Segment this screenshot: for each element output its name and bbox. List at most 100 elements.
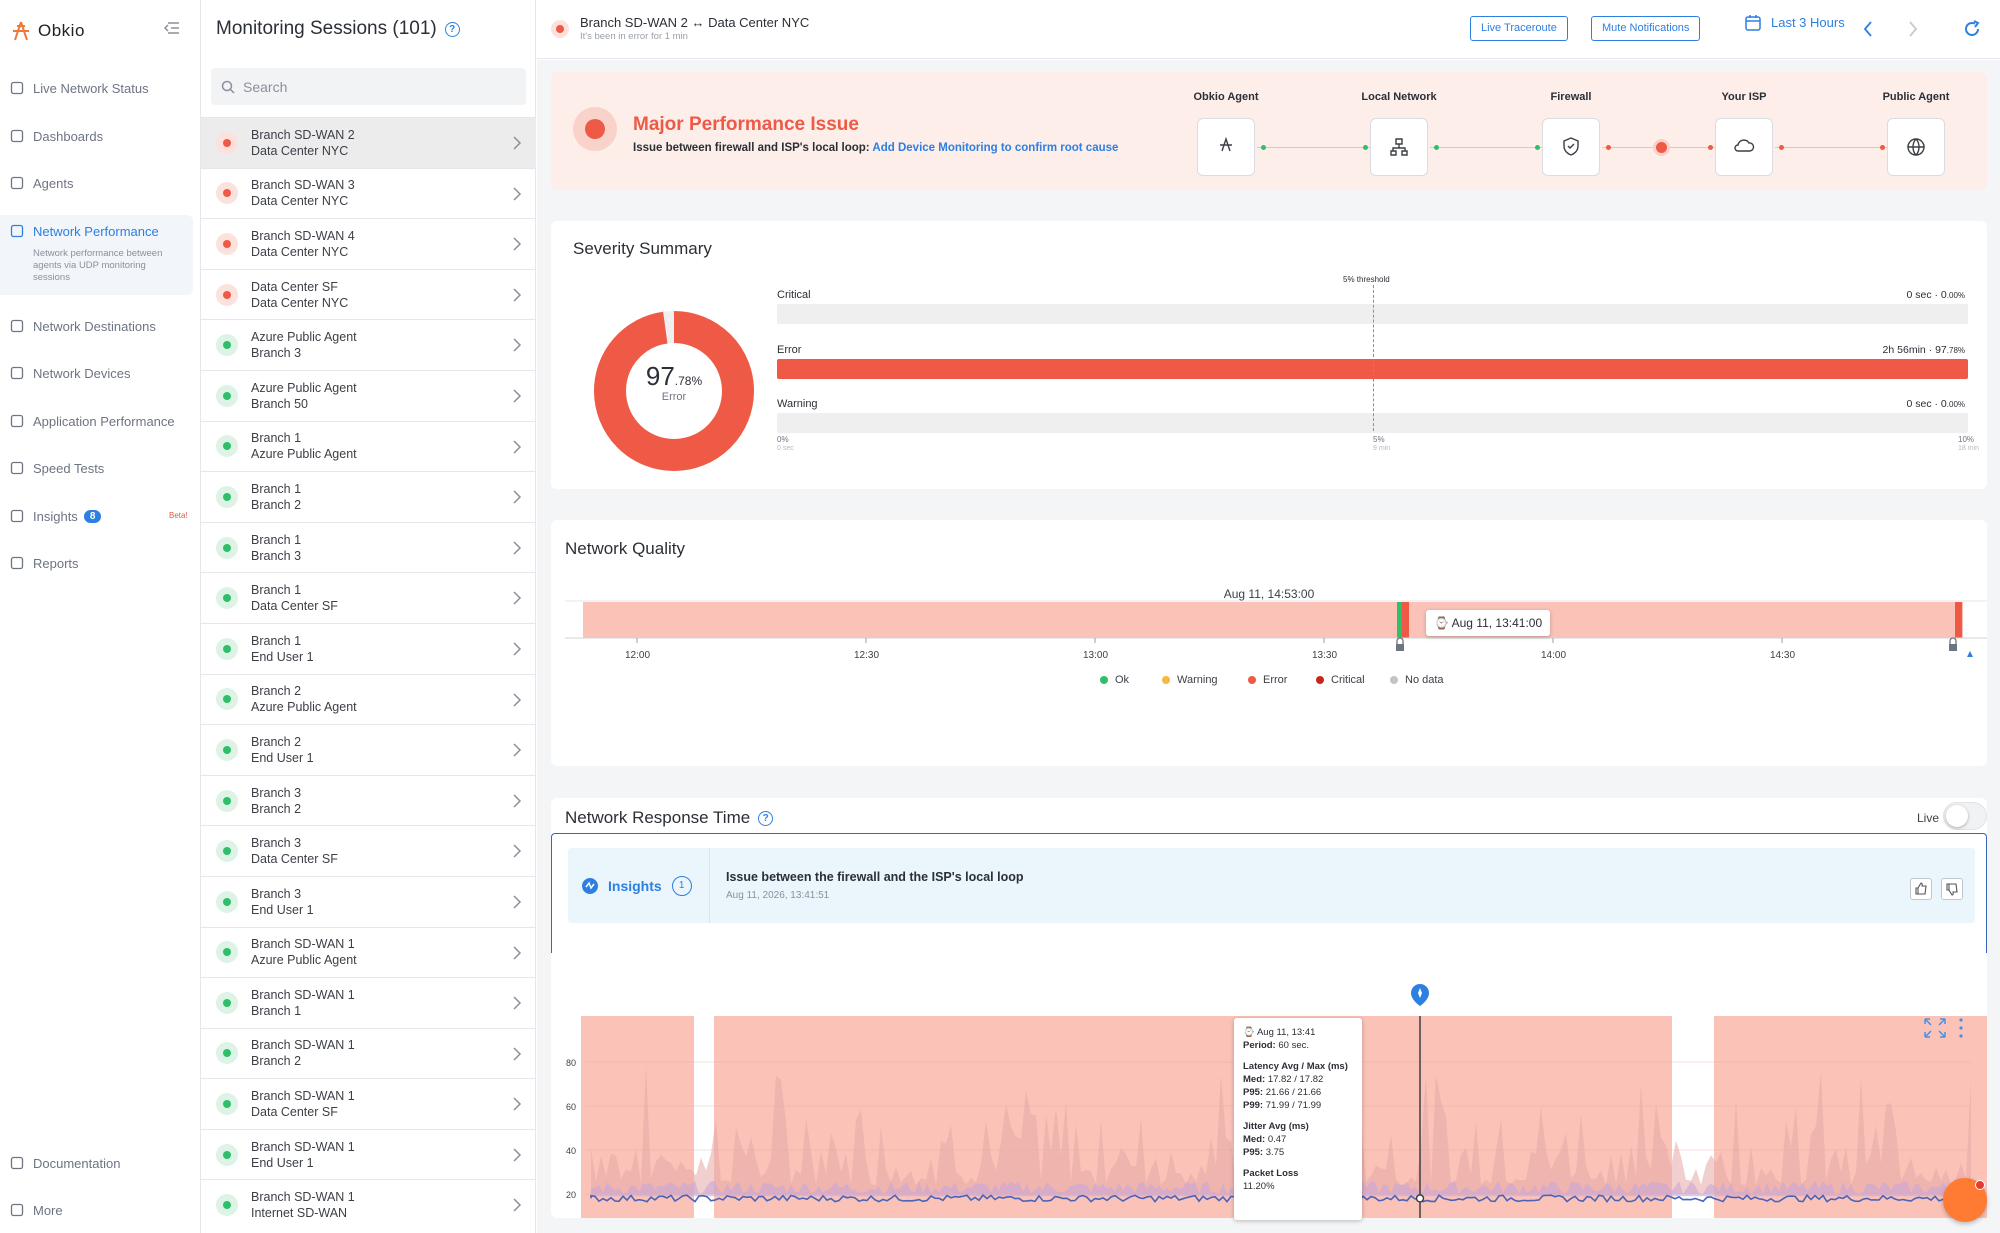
path-node-local-network[interactable] (1370, 118, 1428, 176)
nav-item-documentation[interactable]: Documentation (0, 1149, 201, 1177)
session-row[interactable]: Branch 3 End User 1 (201, 875, 536, 927)
collapse-menu-icon[interactable] (163, 20, 181, 36)
mute-notifications-button[interactable]: Mute Notifications (1591, 16, 1701, 41)
main-content: Major Performance Issue Issue between fi… (537, 60, 2000, 1233)
add-device-monitoring-link[interactable]: Add Device Monitoring to confirm root ca… (872, 142, 1119, 154)
refresh-icon[interactable] (1962, 19, 1982, 39)
p95-value: 21.66 / 21.66 (1265, 1087, 1322, 1098)
legend-item[interactable]: Warning (1162, 674, 1218, 686)
session-row[interactable]: Branch 1 Data Center SF (201, 572, 536, 623)
chevron-right-icon (513, 1097, 522, 1111)
path-node-label: Obkio Agent (1193, 91, 1259, 103)
legend-item[interactable]: Critical (1316, 674, 1365, 686)
threshold-line (1373, 285, 1374, 431)
nav-item-agents[interactable]: Agents (0, 169, 201, 197)
live-toggle[interactable] (1943, 802, 1987, 830)
nav-item-insights[interactable]: Insights 8 (0, 502, 201, 530)
legend-swatch (1248, 676, 1256, 684)
path-dot (1779, 145, 1784, 150)
session-row-text: Branch 3 Branch 2 (251, 785, 301, 817)
session-row[interactable]: Branch 2 Azure Public Agent (201, 673, 536, 725)
session-row[interactable]: Branch SD-WAN 1 Internet SD-WAN (201, 1179, 536, 1230)
chevron-right-icon[interactable] (1907, 20, 1919, 38)
session-source: Branch SD-WAN 1 (251, 937, 355, 952)
session-row[interactable]: Azure Public Agent Branch 50 (201, 369, 536, 421)
lock-icon[interactable] (1396, 644, 1404, 651)
session-row[interactable]: Branch 1 Branch 3 (201, 521, 536, 573)
live-traceroute-button[interactable]: Live Traceroute (1470, 16, 1568, 41)
session-row[interactable]: Branch SD-WAN 1 Azure Public Agent (201, 926, 536, 978)
nav-item-label: Network Destinations (33, 318, 156, 334)
insights-count-badge: 1 (671, 875, 692, 896)
legend-item[interactable]: Ok (1100, 674, 1129, 686)
nav-item-application-performance[interactable]: Application Performance (0, 407, 201, 435)
session-row-text: Data Center SF Data Center NYC (251, 279, 348, 311)
status-ok-icon (216, 536, 238, 559)
network-quality-timeline[interactable]: 12:00 12:30 13:00 13:30 14:00 14:30 (551, 520, 1987, 766)
chevron-left-icon[interactable] (1862, 20, 1874, 38)
insight-item[interactable]: Insights 1 Issue between the firewall an… (568, 848, 1975, 923)
timeline-error-band (583, 602, 1963, 638)
issue-title: Major Performance Issue (633, 114, 859, 135)
chevron-right-icon (513, 490, 522, 504)
session-destination: Branch 3 (251, 346, 302, 361)
legend-item[interactable]: No data (1390, 674, 1444, 686)
insights-icon (582, 877, 598, 894)
session-row[interactable]: Branch SD-WAN 1 Data Center SF (201, 1078, 536, 1129)
nav-item-dashboards[interactable]: Dashboards (0, 122, 201, 150)
nav-item-network-destinations[interactable]: Network Destinations (0, 312, 201, 340)
period-label: Period: (1243, 1040, 1276, 1051)
legend-item[interactable]: Error (1248, 674, 1287, 686)
nav-item-reports[interactable]: Reports (0, 549, 201, 577)
nav-item-live-network-status[interactable]: Live Network Status (0, 74, 201, 102)
path-node-your-isp[interactable] (1715, 118, 1773, 176)
session-row[interactable]: Branch SD-WAN 2 Data Center NYC (201, 117, 536, 168)
nav-item-speed-tests[interactable]: Speed Tests (0, 454, 201, 482)
status-ok-icon (216, 587, 238, 610)
nav-item-label: Live Network Status (33, 80, 149, 96)
session-row-text: Branch SD-WAN 1 Internet SD-WAN (251, 1189, 355, 1221)
chat-launcher-button[interactable] (1943, 1178, 1987, 1222)
path-node-firewall[interactable] (1542, 118, 1600, 176)
session-row[interactable]: Branch 1 Azure Public Agent (201, 420, 536, 472)
session-row-text: Branch 1 Azure Public Agent (251, 430, 357, 462)
donut-value-small: .78% (674, 374, 703, 388)
obkio-logo[interactable]: Obkio (10, 18, 85, 44)
session-row-text: Branch SD-WAN 1 Branch 2 (251, 1037, 355, 1069)
session-row[interactable]: Branch 3 Branch 2 (201, 774, 536, 826)
thumbs-up-button[interactable] (1910, 878, 1932, 900)
session-row[interactable]: Branch SD-WAN 4 Data Center NYC (201, 218, 536, 269)
expand-icon[interactable] (1924, 1018, 1946, 1038)
session-source: Azure Public Agent (251, 330, 357, 345)
session-row[interactable]: Branch 1 Branch 2 (201, 471, 536, 522)
session-row[interactable]: Data Center SF Data Center NYC (201, 268, 536, 320)
session-row[interactable]: Branch SD-WAN 3 Data Center NYC (201, 167, 536, 219)
session-row[interactable]: Branch SD-WAN 1 Branch 2 (201, 1027, 536, 1079)
session-row[interactable]: Branch SD-WAN 1 End User 1 (201, 1128, 536, 1180)
chart-cursor-point (1415, 1194, 1425, 1203)
session-row[interactable]: Branch 1 End User 1 (201, 622, 536, 674)
insights-tab[interactable]: Insights 1 (568, 848, 710, 923)
chevron-right-icon (513, 187, 522, 201)
nav-item-network-devices[interactable]: Network Devices (0, 359, 201, 387)
status-error-icon (216, 232, 238, 255)
session-row[interactable]: Azure Public Agent Branch 3 (201, 319, 536, 370)
session-destination: Branch 3 (251, 548, 302, 563)
nav-item-more[interactable]: More (0, 1196, 201, 1224)
time-range-selector[interactable]: Last 3 Hours (1745, 14, 1845, 31)
scroll-marker-icon[interactable] (1967, 651, 1973, 657)
session-row[interactable]: Branch 2 End User 1 (201, 724, 536, 775)
path-node-public-agent[interactable] (1887, 118, 1945, 176)
thumbs-down-button[interactable] (1941, 878, 1963, 900)
session-row[interactable]: Branch 3 Data Center SF (201, 825, 536, 876)
nav-item-network-performance[interactable]: Network Performance (0, 217, 201, 245)
path-node-obkio-agent[interactable] (1197, 118, 1255, 176)
status-ok-icon (216, 485, 238, 508)
help-icon[interactable]: ? (444, 21, 460, 37)
lock-icon[interactable] (1949, 644, 1957, 651)
session-row[interactable]: Branch SD-WAN 1 Branch 1 (201, 977, 536, 1028)
chevron-right-icon (513, 844, 522, 858)
help-icon[interactable]: ? (758, 810, 774, 826)
search-input[interactable]: Search (211, 68, 526, 105)
lock-shackle (1949, 637, 1957, 644)
